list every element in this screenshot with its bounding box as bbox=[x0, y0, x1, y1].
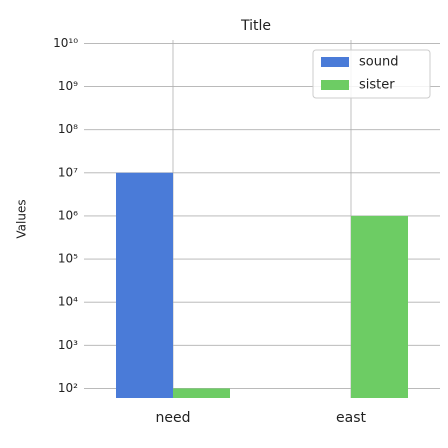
y-tick-label: 10⁶ bbox=[58, 208, 78, 222]
bar bbox=[116, 172, 173, 398]
legend-swatch bbox=[321, 80, 349, 90]
y-tick-label: 10⁵ bbox=[58, 252, 78, 266]
legend-label: sound bbox=[359, 55, 398, 70]
y-tick-label: 10³ bbox=[58, 338, 78, 352]
y-tick-label: 10⁸ bbox=[58, 122, 78, 136]
y-tick-label: 10² bbox=[58, 381, 78, 395]
y-tick-label: 10⁷ bbox=[58, 165, 78, 179]
y-tick-label: 10¹⁰ bbox=[53, 36, 78, 50]
bar bbox=[351, 215, 408, 398]
bar bbox=[173, 388, 230, 398]
x-tick-label: need bbox=[156, 410, 191, 426]
bars bbox=[116, 172, 408, 398]
legend-swatch bbox=[321, 57, 349, 67]
legend-label: sister bbox=[359, 78, 395, 93]
y-axis-label: Values bbox=[15, 199, 29, 238]
chart-title: Title bbox=[240, 18, 271, 34]
x-tick-label: east bbox=[336, 410, 366, 426]
y-tick-label: 10⁹ bbox=[58, 79, 78, 93]
y-tick-label: 10⁴ bbox=[58, 295, 78, 309]
